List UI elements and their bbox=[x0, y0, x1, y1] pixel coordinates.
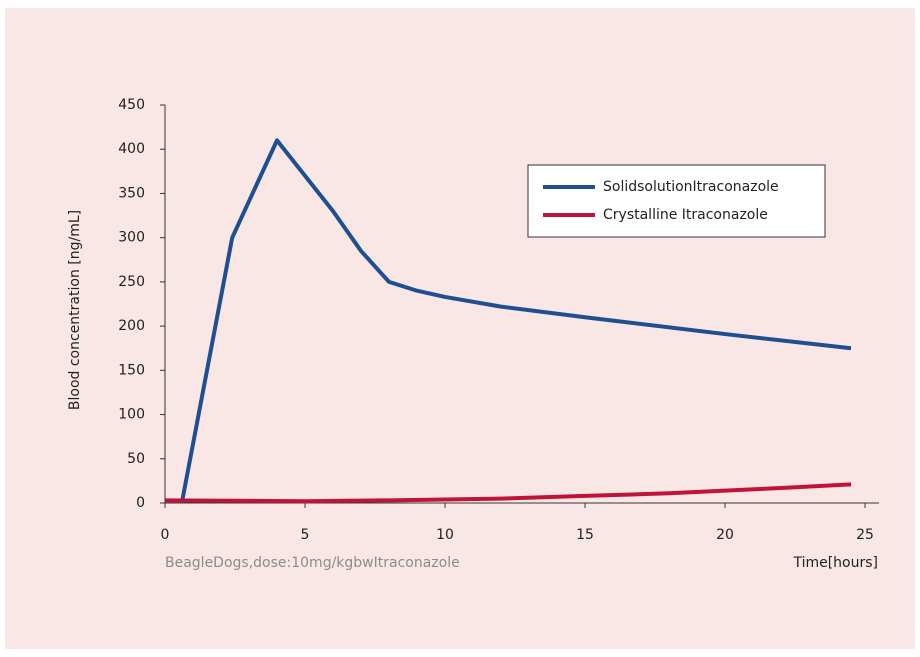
x-tick-label: 15 bbox=[576, 527, 594, 543]
y-tick-label: 50 bbox=[127, 451, 145, 467]
x-tick-label: 25 bbox=[856, 527, 874, 543]
y-tick-label: 350 bbox=[118, 185, 145, 201]
x-tick-label: 10 bbox=[436, 527, 454, 543]
y-tick-label: 450 bbox=[118, 97, 145, 113]
x-tick-label: 0 bbox=[161, 527, 170, 543]
legend-label: SolidsolutionItraconazole bbox=[603, 179, 779, 195]
note: BeagleDogs,dose:10mg/kgbwItraconazole bbox=[165, 555, 460, 571]
x-axis-label: Time[hours] bbox=[792, 555, 878, 571]
x-tick-label: 20 bbox=[716, 527, 734, 543]
series-line bbox=[179, 138, 852, 504]
x-tick-label: 5 bbox=[301, 527, 310, 543]
y-tick-label: 0 bbox=[136, 495, 145, 511]
y-axis-label: Blood concentration [ng/mL] bbox=[67, 210, 83, 410]
y-tick-label: 300 bbox=[118, 230, 145, 246]
y-tick-label: 100 bbox=[118, 407, 145, 423]
y-tick-label: 250 bbox=[118, 274, 145, 290]
y-tick-label: 400 bbox=[118, 141, 145, 157]
y-tick-label: 200 bbox=[118, 318, 145, 334]
legend bbox=[527, 164, 826, 238]
panel bbox=[5, 8, 915, 649]
legend-label: Crystalline Itraconazole bbox=[603, 207, 768, 223]
series-line bbox=[164, 482, 852, 504]
y-tick-label: 150 bbox=[118, 362, 145, 378]
